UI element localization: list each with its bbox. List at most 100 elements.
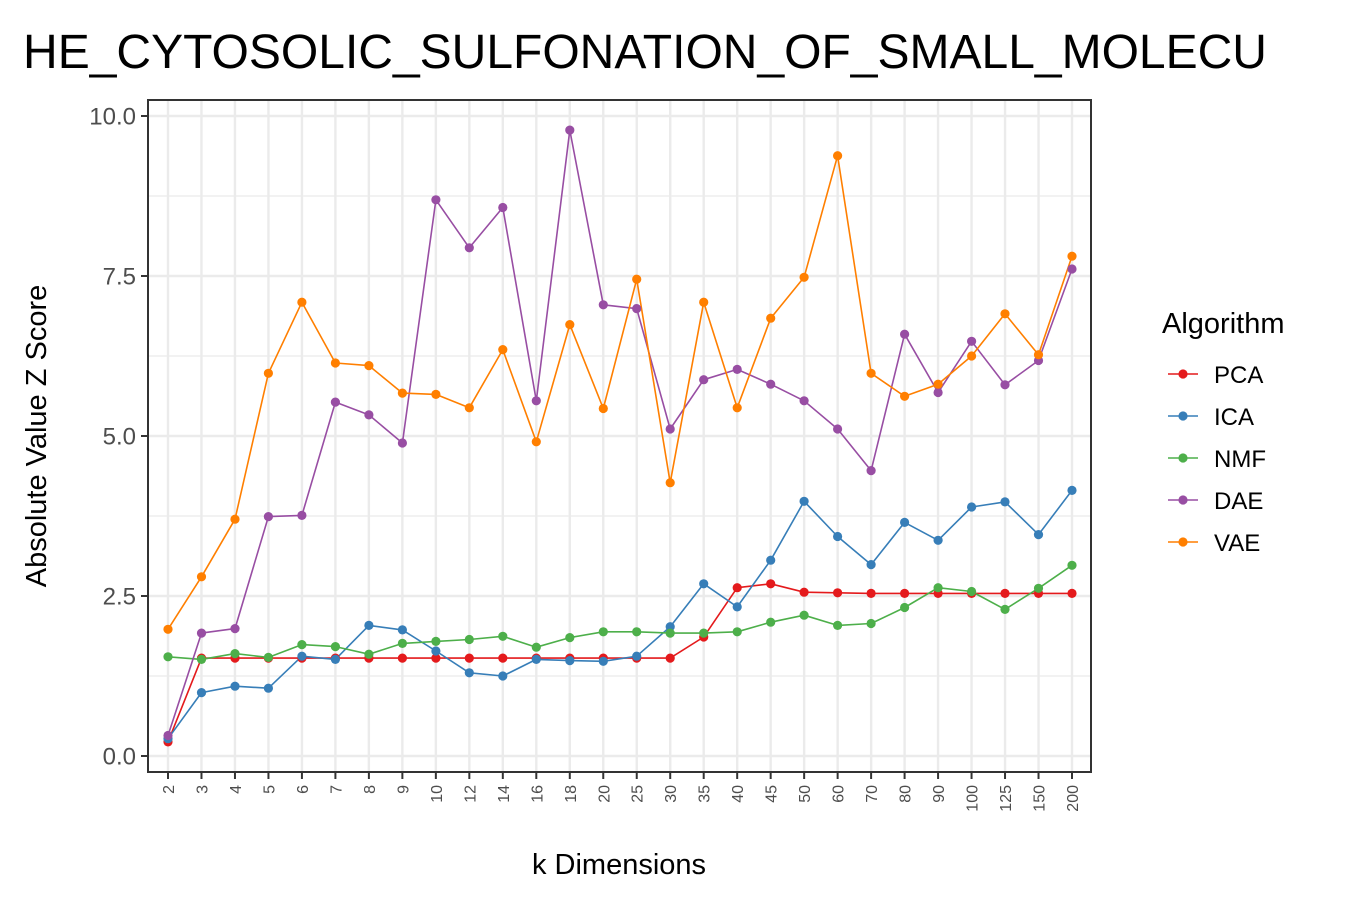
data-point-nmf [732, 627, 742, 637]
data-point-ica [665, 622, 675, 632]
legend-item-ica: ICA [1168, 404, 1254, 431]
series-line-dae [167, 129, 1073, 736]
data-point-ica [297, 651, 307, 661]
x-tick-label: 2 [161, 785, 178, 794]
data-point-nmf [900, 602, 910, 613]
x-tick-label: 9 [395, 785, 412, 794]
data-point-dae [565, 125, 575, 135]
data-point-dae [230, 624, 240, 634]
x-tick-label: 30 [663, 785, 680, 803]
series-points [163, 125, 1077, 747]
data-point-ica [431, 646, 441, 656]
x-tick-label: 8 [362, 785, 379, 794]
data-point-nmf [799, 610, 809, 620]
x-tick-label: 7 [328, 785, 345, 794]
legend-key-point [1178, 537, 1188, 547]
data-point-nmf [833, 620, 843, 631]
y-tick-label: 5.0 [103, 424, 136, 451]
data-point-nmf [933, 583, 943, 593]
data-point-ica [1000, 497, 1010, 507]
data-point-vae [230, 514, 240, 524]
series-line-nmf [167, 564, 1073, 661]
data-point-nmf [699, 628, 709, 638]
data-point-dae [766, 379, 776, 389]
x-axis-title: k Dimensions [532, 849, 706, 881]
legend-items: PCA ICA NMF DAE VAE [1168, 362, 1266, 557]
data-point-pca [732, 583, 742, 593]
data-point-dae [866, 466, 876, 476]
data-point-pca [866, 588, 876, 599]
data-point-nmf [1033, 583, 1044, 593]
legend-item-nmf: NMF [1168, 446, 1266, 473]
data-point-ica [933, 535, 943, 545]
data-point-ica [1033, 530, 1044, 540]
data-point-vae [330, 358, 340, 368]
data-point-dae [933, 387, 943, 398]
x-tick-label: 200 [1065, 785, 1082, 812]
x-axis: 2 3 4 5 6 7 8 9 10 12 14 16 18 20 25 30 35 40 45 50 60 70 80 90… [161, 772, 1082, 812]
data-point-ica [565, 656, 575, 666]
y-tick-label: 7.5 [103, 264, 136, 291]
x-tick-label: 50 [797, 785, 814, 803]
data-point-vae [833, 151, 843, 161]
data-point-nmf [297, 640, 307, 650]
data-point-nmf [531, 642, 541, 652]
x-tick-label: 150 [1032, 785, 1049, 812]
data-point-pca [431, 653, 441, 663]
data-point-vae [967, 351, 977, 361]
legend-label: DAE [1214, 488, 1263, 515]
data-point-ica [799, 496, 809, 506]
data-point-dae [1000, 380, 1010, 390]
chart-title: HE_CYTOSOLIC_SULFONATION_OF_SMALL_MOLECU [23, 26, 1267, 79]
data-point-nmf [263, 652, 273, 663]
data-point-nmf [196, 654, 207, 665]
y-tick-label: 0.0 [103, 744, 136, 771]
data-point-vae [1067, 251, 1077, 261]
data-point-dae [263, 511, 273, 522]
data-point-nmf [431, 636, 441, 647]
data-point-dae [598, 300, 608, 310]
data-point-dae [632, 304, 642, 314]
data-point-nmf [163, 652, 173, 662]
data-point-ica [699, 579, 709, 589]
data-point-pca [1067, 588, 1077, 599]
data-point-dae [431, 195, 441, 205]
data-point-vae [732, 403, 742, 413]
x-tick-label: 10 [429, 785, 446, 803]
data-point-nmf [364, 649, 374, 659]
data-point-dae [163, 730, 173, 741]
data-point-vae [699, 297, 709, 307]
data-point-ica [263, 683, 273, 693]
x-tick-label: 25 [630, 785, 647, 803]
data-point-vae [297, 297, 307, 307]
series-lines [167, 129, 1073, 743]
data-point-ica [598, 656, 608, 666]
legend-label: VAE [1214, 530, 1260, 557]
data-point-ica [900, 517, 910, 528]
data-point-ica [632, 651, 642, 661]
data-point-dae [397, 438, 407, 448]
data-point-ica [531, 654, 541, 665]
x-tick-label: 6 [295, 785, 312, 794]
y-axis: 0.0 2.5 5.0 7.5 10.0 [89, 104, 148, 771]
legend-label: PCA [1214, 362, 1263, 389]
data-point-ica [866, 560, 876, 570]
x-tick-label: 4 [228, 785, 245, 794]
x-tick-label: 60 [831, 785, 848, 803]
legend: Algorithm PCA ICA NMF DAE VAE [1162, 308, 1285, 557]
data-point-vae [900, 391, 910, 401]
data-point-ica [196, 688, 207, 698]
data-point-nmf [397, 638, 407, 649]
x-tick-label: 70 [864, 785, 881, 803]
data-point-ica [766, 555, 776, 565]
data-point-pca [1000, 588, 1010, 599]
data-point-nmf [866, 618, 876, 629]
data-point-nmf [766, 617, 776, 627]
data-point-nmf [967, 586, 977, 597]
data-point-ica [397, 625, 407, 635]
data-point-nmf [665, 628, 675, 638]
data-point-vae [598, 403, 608, 414]
data-point-dae [967, 336, 977, 346]
y-tick-label: 2.5 [103, 584, 136, 611]
